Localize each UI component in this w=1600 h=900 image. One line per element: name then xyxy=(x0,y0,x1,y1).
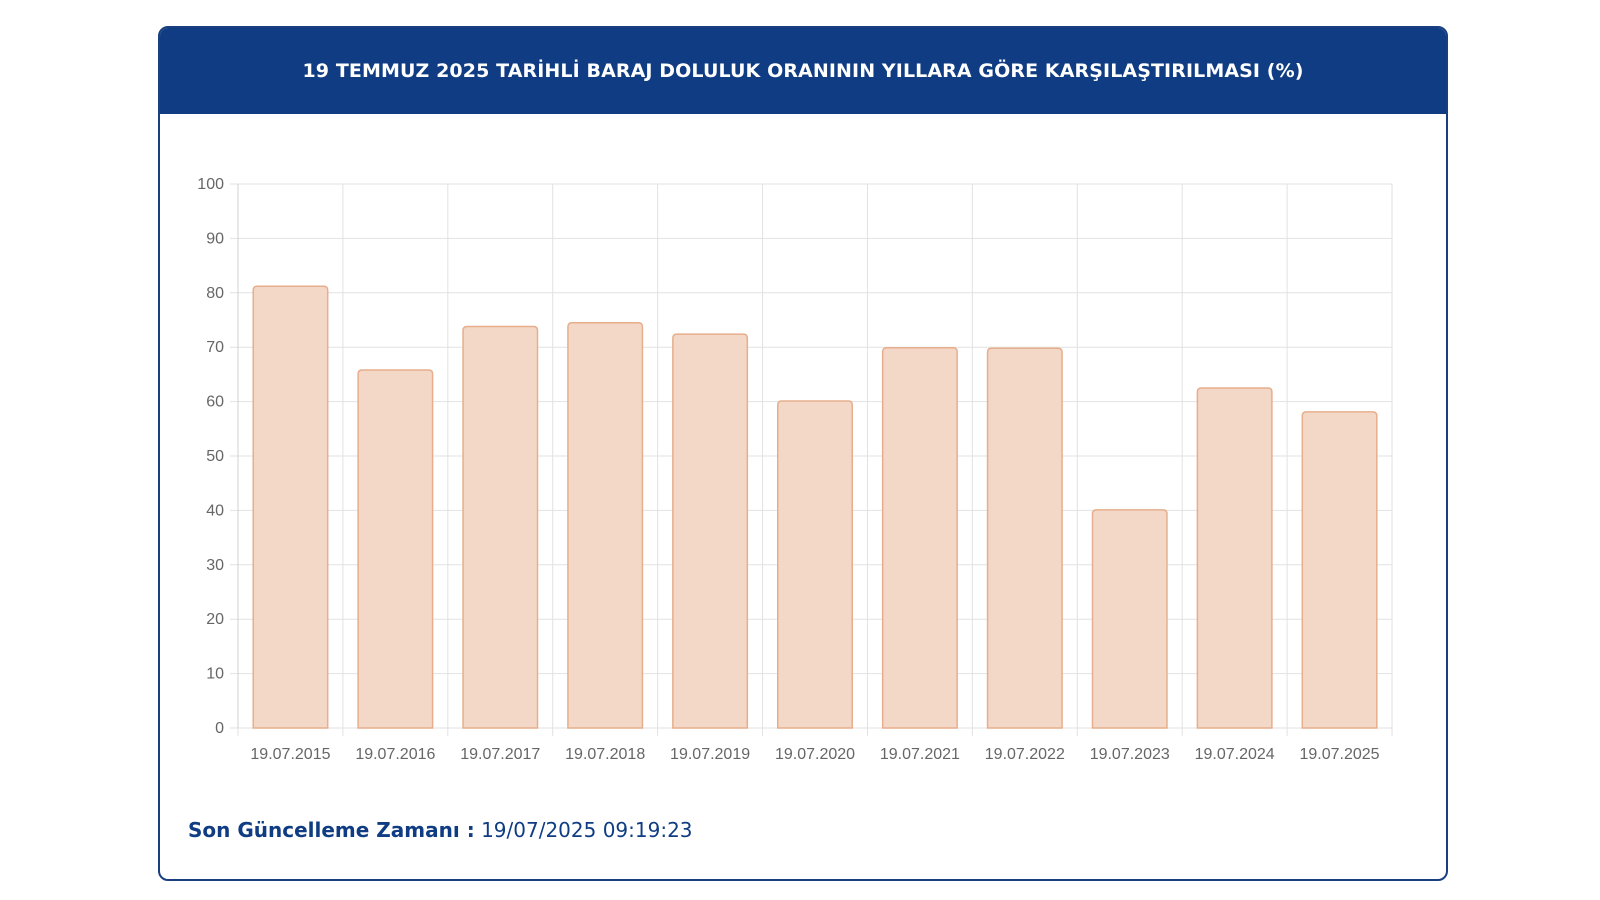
x-tick-label: 19.07.2018 xyxy=(565,746,645,763)
chart-area: 0 10 20 30 40 50 60 70 80 90 100 19.07.2015 19.07.20… xyxy=(160,114,1446,794)
x-tick-label: 19.07.2019 xyxy=(670,746,750,763)
bar-chart: 0 10 20 30 40 50 60 70 80 90 100 19.07.2015 19.07.20… xyxy=(197,176,1393,763)
y-tick-label: 50 xyxy=(206,448,224,465)
bar-19.07.2023 xyxy=(1091,509,1168,729)
bar-19.07.2019 xyxy=(672,333,749,729)
last-update: Son Güncelleme Zamanı : 19/07/2025 09:19… xyxy=(188,818,693,842)
y-tick-label: 100 xyxy=(197,176,224,193)
x-tick-label: 19.07.2024 xyxy=(1195,746,1275,763)
bar-19.07.2018 xyxy=(567,321,644,729)
chart-card: 19 TEMMUZ 2025 TARİHLİ BARAJ DOLULUK ORA… xyxy=(158,26,1448,881)
y-tick-label: 70 xyxy=(206,339,224,356)
bar-19.07.2024 xyxy=(1196,387,1273,729)
bar-19.07.2017 xyxy=(462,325,539,729)
last-update-value: 19/07/2025 09:19:23 xyxy=(481,818,693,842)
x-tick-label: 19.07.2016 xyxy=(355,746,435,763)
bar-19.07.2016 xyxy=(357,369,434,729)
bar-19.07.2021 xyxy=(881,346,958,729)
y-tick-label: 80 xyxy=(206,285,224,302)
bar-19.07.2020 xyxy=(777,400,853,729)
bar-layer xyxy=(252,285,1378,729)
last-update-label: Son Güncelleme Zamanı : xyxy=(188,818,475,842)
bar-19.07.2022 xyxy=(986,347,1063,729)
x-tick-label: 19.07.2020 xyxy=(775,746,855,763)
x-tick-label: 19.07.2025 xyxy=(1300,746,1380,763)
y-tick-label: 30 xyxy=(206,557,224,574)
bar-19.07.2015 xyxy=(252,285,329,729)
y-tick-label: 20 xyxy=(206,611,224,628)
label-layer: 0 10 20 30 40 50 60 70 80 90 100 19.07.2015 19.07.20… xyxy=(197,176,1379,763)
y-tick-label: 40 xyxy=(206,502,224,519)
y-tick-label: 10 xyxy=(206,666,224,683)
y-tick-label: 60 xyxy=(206,394,224,411)
x-tick-label: 19.07.2022 xyxy=(985,746,1065,763)
y-tick-label: 90 xyxy=(206,230,224,247)
x-tick-label: 19.07.2015 xyxy=(250,746,330,763)
chart-title: 19 TEMMUZ 2025 TARİHLİ BARAJ DOLULUK ORA… xyxy=(302,60,1304,82)
y-tick-label: 0 xyxy=(215,720,224,737)
card-header: 19 TEMMUZ 2025 TARİHLİ BARAJ DOLULUK ORA… xyxy=(160,28,1446,114)
bar-19.07.2025 xyxy=(1301,411,1378,729)
x-tick-label: 19.07.2017 xyxy=(460,746,540,763)
x-tick-label: 19.07.2023 xyxy=(1090,746,1170,763)
x-tick-label: 19.07.2021 xyxy=(880,746,960,763)
